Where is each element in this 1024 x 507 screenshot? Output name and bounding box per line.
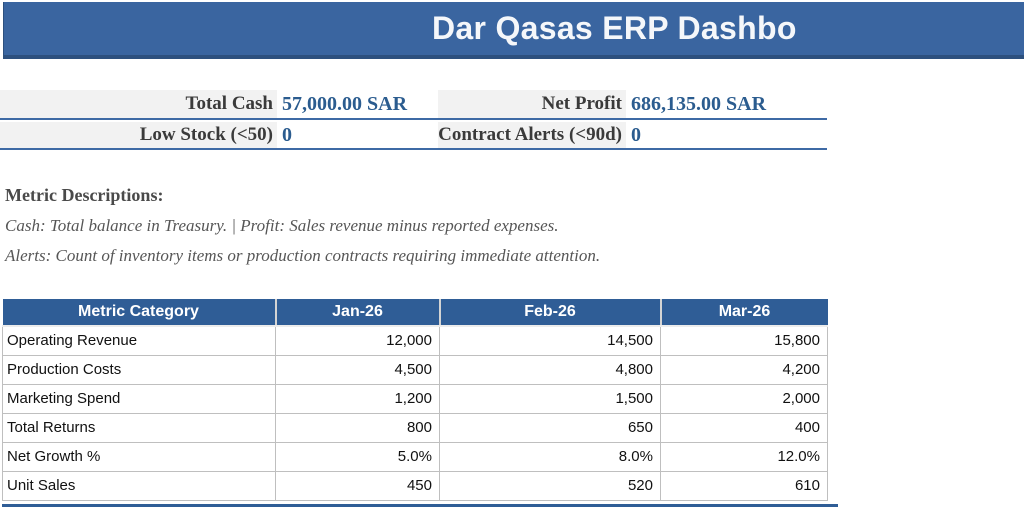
metric-category-cell[interactable]: Production Costs: [2, 354, 276, 385]
dashboard-title-banner: Dar Qasas ERP Dashbo: [3, 2, 1024, 59]
kpi-label-net-profit[interactable]: Net Profit: [438, 90, 626, 118]
kpi-row-2: Low Stock (<50) 0 Contract Alerts (<90d)…: [0, 122, 827, 150]
metric-value-cell[interactable]: 8.0%: [439, 441, 661, 472]
table-row: Marketing Spend 1,200 1,500 2,000: [2, 383, 828, 414]
metric-category-cell[interactable]: Net Growth %: [2, 441, 276, 472]
next-section-header-strip: [2, 504, 838, 507]
kpi-value-low-stock[interactable]: 0: [277, 122, 438, 148]
metric-value-cell[interactable]: 4,200: [660, 354, 828, 385]
metric-value-cell[interactable]: 450: [275, 470, 440, 501]
kpi-value-total-cash[interactable]: 57,000.00 SAR: [277, 90, 438, 118]
kpi-label-low-stock[interactable]: Low Stock (<50): [0, 122, 277, 148]
metric-value-cell[interactable]: 4,800: [439, 354, 661, 385]
column-header-metric-category[interactable]: Metric Category: [2, 299, 276, 327]
header-row: Metric Category Jan-26 Feb-26 Mar-26: [2, 299, 828, 327]
metrics-table: Metric Category Jan-26 Feb-26 Mar-26 Ope…: [2, 299, 828, 501]
metric-value-cell[interactable]: 15,800: [660, 325, 828, 356]
metric-description-alerts: Alerts: Count of inventory items or prod…: [5, 246, 601, 265]
metric-value-cell[interactable]: 400: [660, 412, 828, 443]
metric-value-cell[interactable]: 12,000: [275, 325, 440, 356]
metric-value-cell[interactable]: 1,500: [439, 383, 661, 414]
metric-value-cell[interactable]: 610: [660, 470, 828, 501]
metric-value-cell[interactable]: 1,200: [275, 383, 440, 414]
table-row: Total Returns 800 650 400: [2, 412, 828, 443]
column-header-feb-26[interactable]: Feb-26: [438, 299, 661, 327]
metrics-table-header: Metric Category Jan-26 Feb-26 Mar-26: [2, 299, 828, 327]
page-title: Dar Qasas ERP Dashbo: [432, 10, 797, 46]
metrics-table-body: Operating Revenue 12,000 14,500 15,800 Produ…: [2, 325, 828, 501]
metric-value-cell[interactable]: 14,500: [439, 325, 661, 356]
metric-value-cell[interactable]: 2,000: [660, 383, 828, 414]
kpi-value-net-profit[interactable]: 686,135.00 SAR: [626, 90, 827, 118]
table-row: Production Costs 4,500 4,800 4,200: [2, 354, 828, 385]
metric-value-cell[interactable]: 520: [439, 470, 661, 501]
metric-description-cash-profit: Cash: Total balance in Treasury. | Profi…: [5, 216, 559, 235]
metric-value-cell[interactable]: 5.0%: [275, 441, 440, 472]
kpi-row-1: Total Cash 57,000.00 SAR Net Profit 686,…: [0, 90, 827, 120]
table-row: Unit Sales 450 520 610: [2, 470, 828, 501]
metric-value-cell[interactable]: 12.0%: [660, 441, 828, 472]
column-header-jan-26[interactable]: Jan-26: [274, 299, 440, 327]
kpi-value-contract-alerts[interactable]: 0: [626, 122, 827, 148]
kpi-label-total-cash[interactable]: Total Cash: [0, 90, 277, 118]
column-header-mar-26[interactable]: Mar-26: [659, 299, 828, 327]
metric-value-cell[interactable]: 650: [439, 412, 661, 443]
metric-category-cell[interactable]: Marketing Spend: [2, 383, 276, 414]
kpi-label-contract-alerts[interactable]: Contract Alerts (<90d): [438, 122, 626, 148]
table-row: Net Growth % 5.0% 8.0% 12.0%: [2, 441, 828, 472]
table-row: Operating Revenue 12,000 14,500 15,800: [2, 325, 828, 356]
metric-value-cell[interactable]: 800: [275, 412, 440, 443]
metric-value-cell[interactable]: 4,500: [275, 354, 440, 385]
metric-category-cell[interactable]: Operating Revenue: [2, 325, 276, 356]
metric-descriptions-heading: Metric Descriptions:: [5, 185, 164, 205]
metric-category-cell[interactable]: Total Returns: [2, 412, 276, 443]
metric-category-cell[interactable]: Unit Sales: [2, 470, 276, 501]
